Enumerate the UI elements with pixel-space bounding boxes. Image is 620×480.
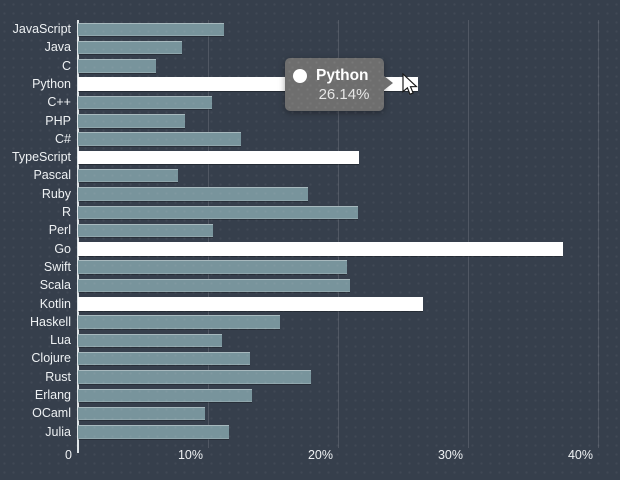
category-label-c: C bbox=[61, 58, 71, 73]
bar-scala[interactable] bbox=[78, 278, 350, 293]
category-label-scala: Scala bbox=[39, 278, 71, 293]
bar-haskell[interactable] bbox=[78, 315, 280, 329]
category-label-typescript: TypeScript bbox=[11, 150, 71, 165]
bar-pascal[interactable] bbox=[78, 168, 179, 183]
category-label-erlang: Erlang bbox=[34, 388, 71, 402]
bar-java[interactable] bbox=[78, 40, 182, 55]
bar-ocaml[interactable] bbox=[78, 406, 206, 421]
x-tick-label-30: 30% bbox=[437, 448, 463, 462]
category-label-ruby: Ruby bbox=[41, 186, 71, 201]
category-label-kotlin: Kotlin bbox=[39, 296, 71, 311]
category-label-clojure: Clojure bbox=[31, 351, 71, 366]
category-label-c-: C++ bbox=[47, 95, 71, 110]
gridline-20 bbox=[338, 20, 339, 448]
category-label-perl: Perl bbox=[48, 223, 71, 238]
category-label-swift: Swift bbox=[43, 259, 71, 274]
category-label-python: Python bbox=[32, 76, 71, 91]
category-label-julia: Julia bbox=[45, 424, 71, 439]
gridline-30 bbox=[468, 20, 469, 448]
x-tick-label-0: 0 bbox=[65, 448, 72, 462]
category-label-c-: C# bbox=[55, 131, 71, 146]
tooltip-value: 26.14% bbox=[318, 86, 370, 103]
x-tick-label-10: 10% bbox=[177, 448, 203, 462]
bar-c[interactable] bbox=[78, 59, 156, 73]
bar-perl[interactable] bbox=[78, 223, 214, 238]
x-tick-label-20: 20% bbox=[307, 448, 333, 462]
gridline-40 bbox=[598, 20, 599, 448]
mouse-cursor-icon bbox=[402, 73, 418, 95]
bar-rust[interactable] bbox=[78, 370, 311, 384]
category-label-javascript: JavaScript bbox=[12, 22, 71, 36]
bar-javascript[interactable] bbox=[78, 22, 224, 36]
bar-julia[interactable] bbox=[78, 425, 229, 439]
bar-php[interactable] bbox=[78, 114, 185, 128]
bar-c-[interactable] bbox=[78, 95, 212, 110]
tooltip: Python 26.14% bbox=[285, 58, 393, 111]
category-label-go: Go bbox=[54, 241, 71, 256]
bar-lua[interactable] bbox=[78, 333, 223, 348]
bar-clojure[interactable] bbox=[78, 351, 250, 366]
bar-ruby[interactable] bbox=[78, 187, 309, 201]
series-marker-icon bbox=[293, 68, 307, 83]
tooltip-arrow-icon bbox=[384, 76, 393, 90]
category-label-lua: Lua bbox=[50, 333, 71, 348]
bar-kotlin[interactable] bbox=[78, 297, 423, 311]
category-label-pascal: Pascal bbox=[33, 168, 71, 183]
category-label-java: Java bbox=[44, 40, 71, 55]
bar-swift[interactable] bbox=[78, 260, 348, 274]
category-label-ocaml: OCaml bbox=[32, 406, 71, 421]
bar-r[interactable] bbox=[78, 205, 358, 219]
category-label-r: R bbox=[61, 205, 71, 219]
x-tick-label-40: 40% bbox=[567, 448, 593, 462]
category-label-haskell: Haskell bbox=[30, 314, 71, 329]
tooltip-label: Python bbox=[316, 66, 369, 84]
category-label-rust: Rust bbox=[45, 369, 71, 384]
bar-c-[interactable] bbox=[78, 132, 241, 146]
bar-erlang[interactable] bbox=[78, 388, 253, 402]
category-label-php: PHP bbox=[45, 113, 71, 128]
bar-typescript[interactable] bbox=[78, 150, 359, 165]
bar-go[interactable] bbox=[78, 242, 563, 256]
